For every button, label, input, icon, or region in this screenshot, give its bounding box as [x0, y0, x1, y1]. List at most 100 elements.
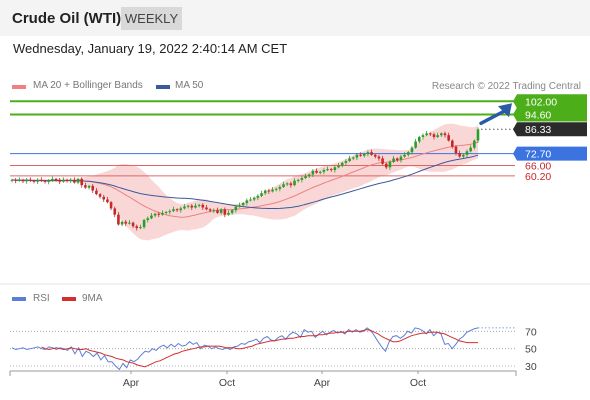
candle-body: [256, 195, 260, 198]
ma50-line: [11, 154, 479, 209]
candle-body: [58, 179, 62, 182]
candle-body: [366, 152, 370, 154]
timestamp: Wednesday, January 19, 2022 2:40:14 AM C…: [13, 41, 288, 56]
candle-body: [451, 140, 454, 147]
candle-body: [263, 190, 267, 194]
candle-body: [355, 154, 359, 158]
candle-body: [208, 209, 212, 211]
candle-body: [458, 153, 461, 157]
candle-body: [172, 209, 175, 212]
candle-body: [260, 193, 263, 196]
candle-body: [241, 203, 245, 206]
level-label-pivot: 72.70: [525, 149, 551, 161]
candle-body: [414, 141, 417, 148]
candle-body: [120, 221, 124, 225]
candle-body: [271, 189, 274, 192]
candle-body: [168, 211, 172, 213]
candle-body: [142, 220, 146, 228]
candle-body: [359, 154, 362, 156]
candle-body: [296, 179, 300, 181]
candle-body: [469, 147, 472, 152]
candle-body: [124, 221, 128, 224]
candle-body: [267, 190, 271, 192]
candle-body: [395, 158, 399, 161]
candle-body: [230, 210, 234, 213]
candle-body: [91, 185, 95, 191]
rsi-swatch: [12, 297, 26, 301]
candlesticks: [10, 127, 480, 231]
candle-body: [333, 167, 337, 171]
candle-body: [285, 183, 289, 185]
rsi-line: [11, 327, 479, 371]
arrow-head: [498, 103, 512, 118]
candle-body: [311, 170, 315, 175]
candle-body: [65, 179, 69, 181]
candle-body: [282, 184, 285, 187]
candle-body: [462, 154, 465, 157]
candle-body: [436, 135, 439, 137]
timeframe-badge[interactable]: WEEKLY: [121, 7, 182, 30]
level-label-last: 86.33: [525, 124, 551, 136]
rsi-legend-label: RSI: [33, 293, 50, 304]
candle-body: [32, 180, 36, 182]
instrument-title: Crude Oil (WTI): [12, 10, 122, 27]
candle-body: [476, 129, 480, 141]
candle-body: [10, 179, 14, 181]
candle-body: [47, 180, 50, 182]
candle-body: [392, 158, 395, 162]
candle-body: [179, 208, 183, 211]
ma9-swatch: [62, 297, 76, 301]
candle-body: [454, 146, 458, 154]
research-credit: Research © 2022 Trading Central: [431, 81, 581, 92]
ma9-legend-label: 9MA: [82, 293, 103, 304]
candle-body: [278, 186, 282, 189]
candle-body: [54, 178, 58, 180]
candle-body: [274, 188, 278, 190]
candle-body: [381, 158, 384, 164]
rsi-tick-label: 50: [525, 344, 537, 356]
candle-body: [161, 212, 164, 215]
candle-body: [84, 185, 87, 188]
candle-body: [443, 133, 447, 136]
candle-body: [293, 180, 296, 186]
arrow-shaft: [479, 109, 506, 126]
candle-body: [340, 162, 344, 166]
projection-arrow: [479, 103, 512, 126]
level-label-bg: [513, 146, 587, 161]
level-label-bg: [513, 94, 587, 109]
candle-body: [219, 209, 223, 213]
candle-body: [384, 163, 388, 168]
candle-body: [69, 179, 73, 181]
candle-body: [135, 226, 139, 229]
ma50-swatch: [156, 85, 170, 89]
x-axis: Apr Oct Apr Oct: [9, 370, 517, 389]
level-label-resistance: 94.60: [525, 109, 551, 121]
candle-body: [29, 179, 32, 181]
candle-body: [447, 135, 450, 141]
candle-body: [373, 154, 377, 157]
candle-body: [95, 190, 98, 195]
x-tick-label: Apr: [314, 377, 331, 389]
candle-body: [18, 179, 21, 181]
candle-body: [128, 222, 131, 224]
ma20-legend-label: MA 20 + Bollinger Bands: [33, 80, 143, 91]
candle-body: [425, 133, 428, 136]
candle-body: [21, 179, 25, 182]
candle-body: [322, 170, 326, 172]
candle-body: [362, 153, 366, 156]
candle-body: [87, 185, 91, 188]
candle-body: [113, 208, 117, 215]
level-label-resistance: 102.00: [525, 96, 557, 108]
candle-body: [326, 169, 329, 171]
candle-body: [348, 158, 351, 162]
candle-body: [432, 134, 436, 137]
bollinger-band-fill: [12, 123, 478, 241]
candle-body: [417, 136, 421, 142]
candle-body: [315, 170, 318, 173]
candle-body: [249, 199, 252, 201]
candle-body: [370, 152, 373, 155]
candle-body: [337, 165, 340, 168]
candle-body: [473, 140, 476, 148]
rsi-panel: 70 50 30: [10, 326, 537, 373]
